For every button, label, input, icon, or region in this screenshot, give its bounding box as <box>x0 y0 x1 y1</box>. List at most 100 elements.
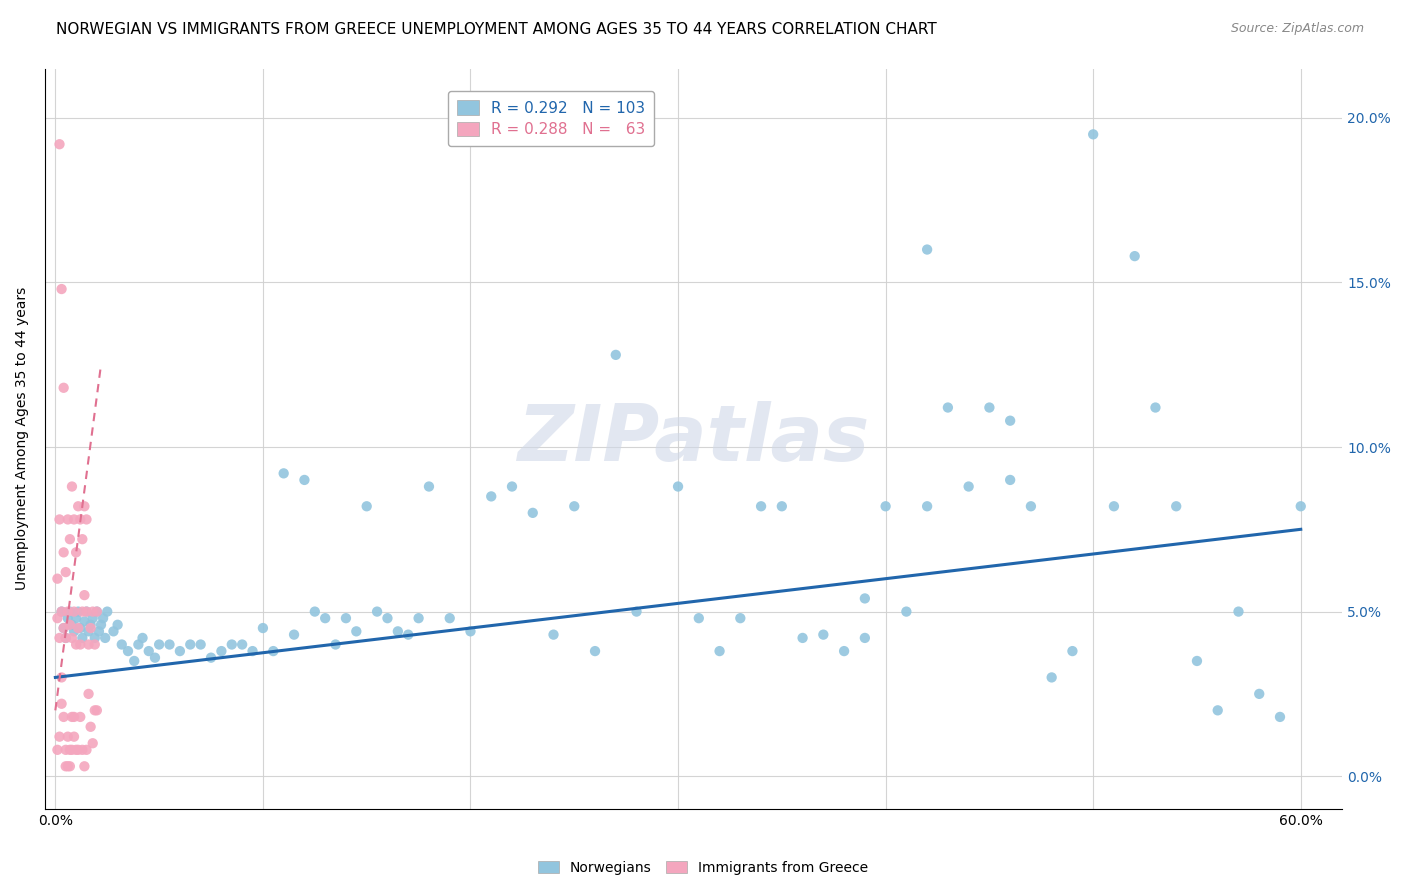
Point <box>69 638 91 652</box>
Point <box>52 545 75 559</box>
Point <box>688 611 710 625</box>
Point <box>60 631 83 645</box>
Point <box>749 500 772 514</box>
Point <box>83 703 105 717</box>
Point <box>46 743 69 757</box>
Point <box>460 624 482 639</box>
Point <box>46 611 69 625</box>
Point <box>957 479 980 493</box>
Point <box>51 605 73 619</box>
Point <box>72 605 94 619</box>
Point <box>51 670 73 684</box>
Legend: R = 0.292   N = 103, R = 0.288   N =   63: R = 0.292 N = 103, R = 0.288 N = 63 <box>449 91 654 146</box>
Point <box>169 644 191 658</box>
Point <box>998 473 1021 487</box>
Point <box>314 611 336 625</box>
Point <box>335 611 357 625</box>
Point <box>770 500 793 514</box>
Point <box>90 617 112 632</box>
Point <box>366 605 388 619</box>
Point <box>67 743 90 757</box>
Point <box>79 720 101 734</box>
Point <box>65 638 87 652</box>
Point <box>605 348 627 362</box>
Point <box>76 512 98 526</box>
Point <box>63 605 86 619</box>
Point <box>52 381 75 395</box>
Point <box>294 473 316 487</box>
Point <box>55 631 77 645</box>
Point <box>915 500 938 514</box>
Point <box>583 644 606 658</box>
Point <box>51 605 73 619</box>
Point <box>86 605 108 619</box>
Point <box>94 631 117 645</box>
Point <box>83 638 105 652</box>
Point <box>131 631 153 645</box>
Point <box>72 532 94 546</box>
Point <box>52 621 75 635</box>
Point <box>48 730 70 744</box>
Point <box>77 624 100 639</box>
Point <box>813 627 835 641</box>
Point <box>103 624 125 639</box>
Point <box>48 512 70 526</box>
Point <box>190 638 212 652</box>
Point <box>82 736 104 750</box>
Point <box>59 743 82 757</box>
Point <box>915 243 938 257</box>
Point <box>377 611 399 625</box>
Point <box>479 490 502 504</box>
Point <box>356 500 378 514</box>
Point <box>562 500 585 514</box>
Point <box>148 638 170 652</box>
Point <box>60 743 83 757</box>
Point <box>283 627 305 641</box>
Point <box>82 605 104 619</box>
Point <box>1123 249 1146 263</box>
Point <box>418 479 440 493</box>
Point <box>262 644 284 658</box>
Text: NORWEGIAN VS IMMIGRANTS FROM GREECE UNEMPLOYMENT AMONG AGES 35 TO 44 YEARS CORRE: NORWEGIAN VS IMMIGRANTS FROM GREECE UNEM… <box>56 22 936 37</box>
Point <box>1268 710 1291 724</box>
Point <box>1062 644 1084 658</box>
Point <box>60 710 83 724</box>
Point <box>67 621 90 635</box>
Point <box>1249 687 1271 701</box>
Point <box>1019 500 1042 514</box>
Point <box>56 730 79 744</box>
Point <box>408 611 430 625</box>
Point <box>875 500 897 514</box>
Point <box>60 479 83 493</box>
Point <box>387 624 409 639</box>
Point <box>127 638 149 652</box>
Point <box>344 624 367 639</box>
Point <box>59 532 82 546</box>
Point <box>51 697 73 711</box>
Y-axis label: Unemployment Among Ages 35 to 44 years: Unemployment Among Ages 35 to 44 years <box>15 287 30 591</box>
Point <box>72 631 94 645</box>
Point <box>998 414 1021 428</box>
Point <box>79 617 101 632</box>
Point <box>82 611 104 625</box>
Point <box>242 644 264 658</box>
Point <box>55 759 77 773</box>
Point <box>48 137 70 152</box>
Point <box>439 611 461 625</box>
Point <box>1102 500 1125 514</box>
Point <box>200 650 222 665</box>
Point <box>159 638 181 652</box>
Point <box>79 621 101 635</box>
Point <box>179 638 201 652</box>
Legend: Norwegians, Immigrants from Greece: Norwegians, Immigrants from Greece <box>533 855 873 880</box>
Point <box>48 631 70 645</box>
Point <box>979 401 1001 415</box>
Point <box>792 631 814 645</box>
Point <box>1185 654 1208 668</box>
Point <box>60 617 83 632</box>
Point <box>1289 500 1312 514</box>
Point <box>73 615 96 629</box>
Point <box>1083 128 1105 142</box>
Point <box>67 500 90 514</box>
Point <box>709 644 731 658</box>
